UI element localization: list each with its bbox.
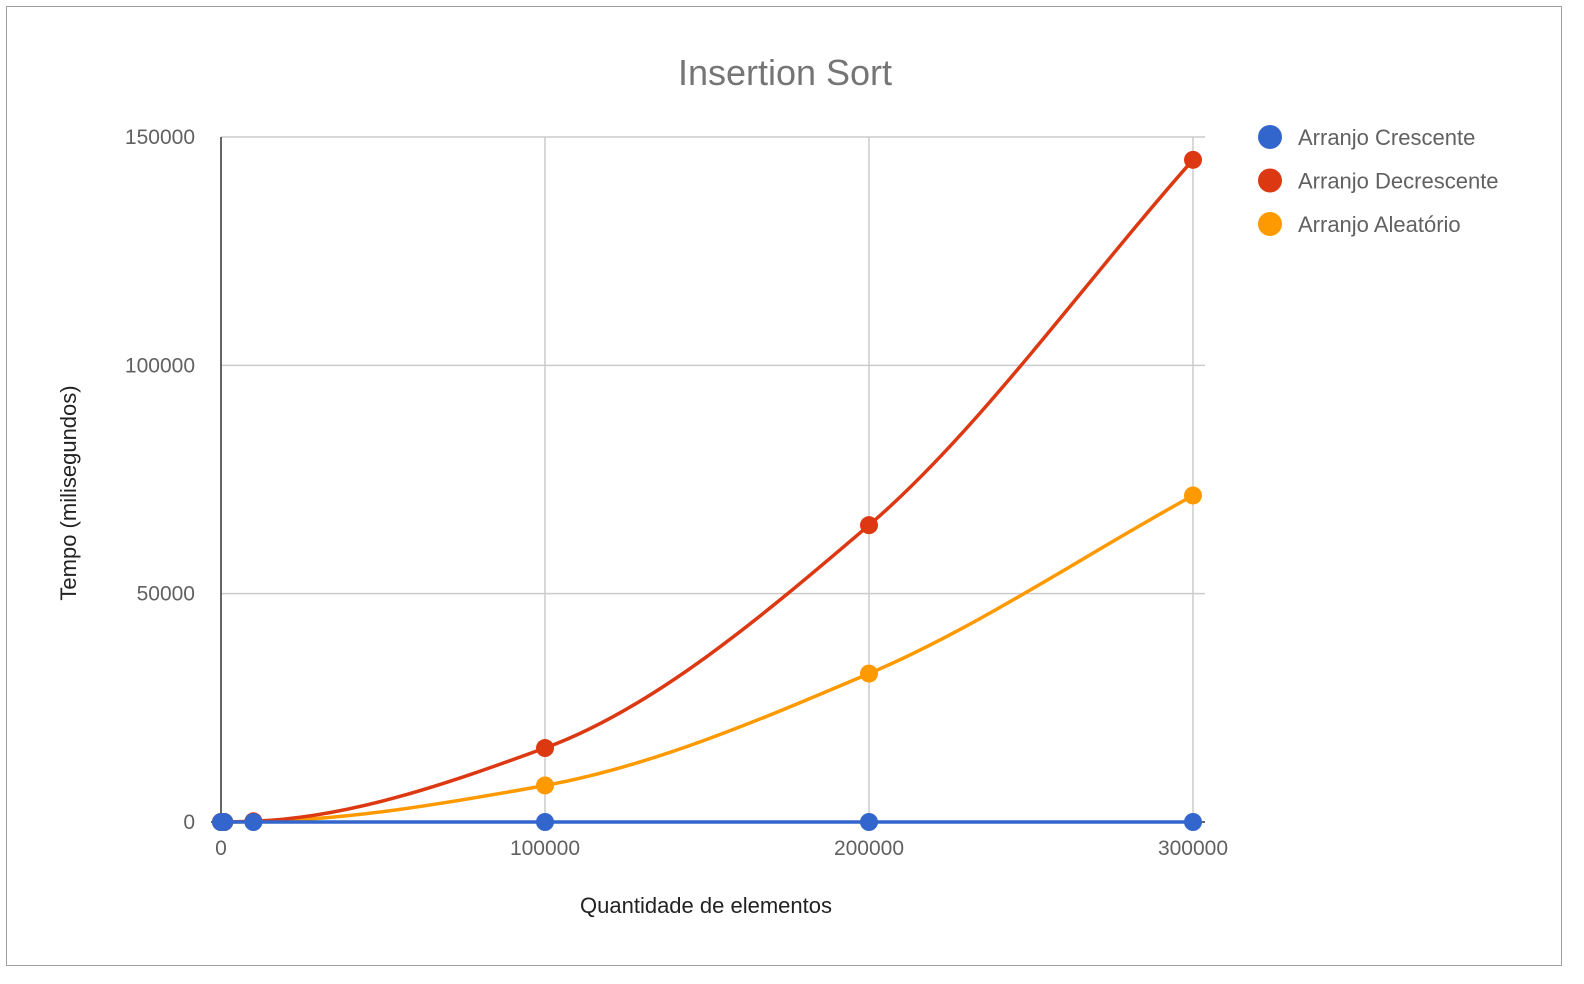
data-point bbox=[536, 739, 554, 758]
series-line bbox=[220, 493, 1194, 824]
data-point bbox=[244, 813, 263, 831]
x-tick-label: 0 bbox=[215, 837, 227, 860]
grid bbox=[221, 136, 1205, 822]
data-point bbox=[536, 776, 554, 795]
series-2 bbox=[212, 486, 1202, 831]
data-point bbox=[860, 516, 878, 535]
legend-label: Arranjo Crescente bbox=[1298, 125, 1475, 150]
data-point bbox=[536, 813, 554, 831]
legend-marker bbox=[1258, 125, 1282, 149]
chart-frame bbox=[6, 6, 1562, 966]
y-axis-title: Tempo (milisegundos) bbox=[56, 385, 81, 600]
series-0 bbox=[212, 813, 1202, 831]
legend-marker bbox=[1258, 168, 1282, 193]
legend-marker bbox=[1258, 212, 1282, 236]
y-tick-label: 50000 bbox=[137, 583, 195, 606]
legend: Arranjo Crescente Arranjo Decrescente Arra… bbox=[1258, 125, 1499, 237]
data-point bbox=[1184, 150, 1202, 169]
legend-label: Arranjo Aleatório bbox=[1298, 212, 1461, 237]
axes bbox=[211, 137, 1205, 823]
y-tick-label: 0 bbox=[183, 811, 195, 834]
x-tick-label: 200000 bbox=[834, 837, 904, 860]
series-layer bbox=[212, 150, 1202, 831]
x-tick-labels: 0 100000 200000 300000 bbox=[215, 837, 1228, 860]
y-tick-labels: 0 50000 100000 150000 bbox=[125, 126, 195, 834]
legend-item: Arranjo Decrescente bbox=[1258, 168, 1499, 194]
data-point bbox=[860, 813, 878, 831]
series-line bbox=[220, 158, 1195, 824]
legend-item: Arranjo Aleatório bbox=[1258, 212, 1461, 237]
legend-label: Arranjo Decrescente bbox=[1298, 169, 1499, 194]
x-tick-label: 300000 bbox=[1158, 837, 1228, 860]
data-point bbox=[215, 813, 234, 831]
legend-item: Arranjo Crescente bbox=[1258, 125, 1475, 150]
series-1 bbox=[212, 150, 1202, 831]
data-point bbox=[860, 664, 878, 683]
x-axis-title: Quantidade de elementos bbox=[580, 893, 832, 918]
data-point bbox=[1184, 486, 1202, 505]
y-tick-label: 150000 bbox=[125, 126, 195, 149]
data-point bbox=[1184, 813, 1202, 831]
y-tick-label: 100000 bbox=[125, 354, 195, 377]
chart-title: Insertion Sort bbox=[678, 52, 892, 93]
x-tick-label: 100000 bbox=[510, 837, 580, 860]
